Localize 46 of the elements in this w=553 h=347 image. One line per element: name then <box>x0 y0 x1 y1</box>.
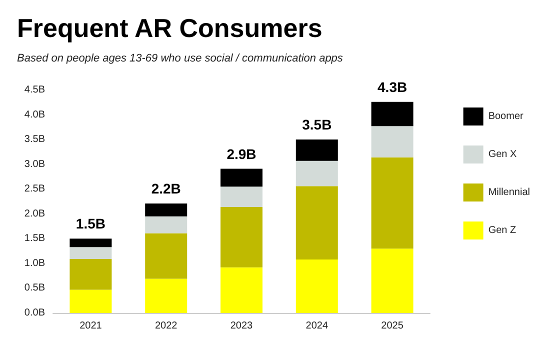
bar <box>296 186 338 260</box>
y-tick-label: 2.5B <box>24 184 46 195</box>
bar <box>371 157 414 249</box>
y-tick-label: 1.5B <box>24 233 46 244</box>
bar <box>371 126 414 158</box>
bar <box>70 247 112 259</box>
bar <box>220 168 262 187</box>
bar <box>371 102 414 126</box>
bar <box>145 216 188 234</box>
bar <box>70 258 112 290</box>
bar <box>145 233 188 279</box>
bar <box>296 140 338 161</box>
x-tick-label: 2023 <box>230 320 254 332</box>
legend-label: Millennial <box>488 187 530 198</box>
x-tick-label: 2025 <box>381 320 404 332</box>
bar <box>220 267 262 313</box>
total-label: 2.9B <box>226 146 256 162</box>
bar <box>220 206 262 268</box>
legend-label: Gen Z <box>488 225 516 236</box>
x-tick-label: 2024 <box>306 320 328 332</box>
total-label: 2.2B <box>151 180 181 196</box>
total-label: 4.3B <box>378 78 408 95</box>
y-tick-label: 1.0B <box>24 258 46 269</box>
y-tick-label: 4.0B <box>24 109 46 120</box>
bar <box>296 160 338 186</box>
bar <box>70 290 112 313</box>
bar <box>70 238 112 248</box>
legend-label: Boomer <box>488 111 524 122</box>
y-tick-label: 3.0B <box>24 158 46 170</box>
legend-label: Gen X <box>488 149 517 160</box>
y-tick-label: 2.0B <box>24 208 46 220</box>
bar <box>145 278 188 313</box>
bar <box>296 259 338 313</box>
chart-title: Frequent AR Consumers <box>17 13 322 43</box>
total-label: 1.5B <box>76 216 106 232</box>
chart-subtitle: Based on people ages 13-69 who use social / communication apps <box>17 52 344 64</box>
bar <box>145 203 188 216</box>
y-tick-label: 0.0B <box>24 308 46 318</box>
total-label: 3.5B <box>302 116 332 133</box>
x-tick-label: 2021 <box>80 320 102 332</box>
x-tick-label: 2022 <box>154 320 178 332</box>
bar <box>220 186 262 207</box>
y-tick-label: 0.5B <box>24 282 46 294</box>
y-tick-label: 3.5B <box>24 134 46 146</box>
y-tick-label: 4.5B <box>24 84 46 96</box>
bar <box>371 248 414 313</box>
